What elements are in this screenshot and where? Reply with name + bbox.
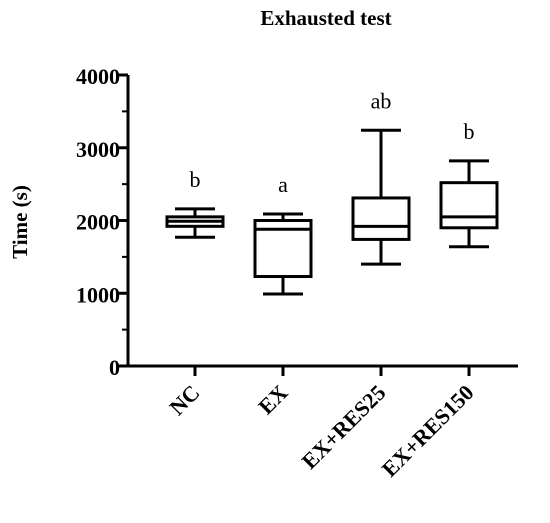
y-tick-label: 2000 [76, 210, 120, 235]
y-tick-label: 1000 [76, 282, 120, 307]
y-axis-label: Time (s) [8, 185, 32, 259]
iqr-box [351, 196, 411, 241]
significance-label: b [464, 119, 475, 144]
box-group: ab [351, 88, 411, 266]
iqr-box [439, 181, 499, 230]
y-tick-label: 3000 [76, 137, 120, 162]
x-tick-label: EX [253, 380, 292, 419]
significance-label: ab [371, 88, 392, 113]
box-group: b [439, 119, 499, 249]
significance-label: b [190, 167, 201, 192]
x-tick-label: NC [164, 380, 204, 420]
chart-title: Exhausted test [260, 6, 391, 30]
boxes: b a ab b [165, 88, 499, 296]
box-group: b [165, 167, 225, 239]
significance-label: a [278, 172, 288, 197]
x-tick-label: EX+RES25 [297, 380, 391, 474]
x-tick-label: EX+RES150 [377, 380, 479, 482]
box-group: a [253, 172, 313, 296]
y-tick-label: 0 [109, 355, 120, 380]
y-tick-label: 4000 [76, 64, 120, 89]
